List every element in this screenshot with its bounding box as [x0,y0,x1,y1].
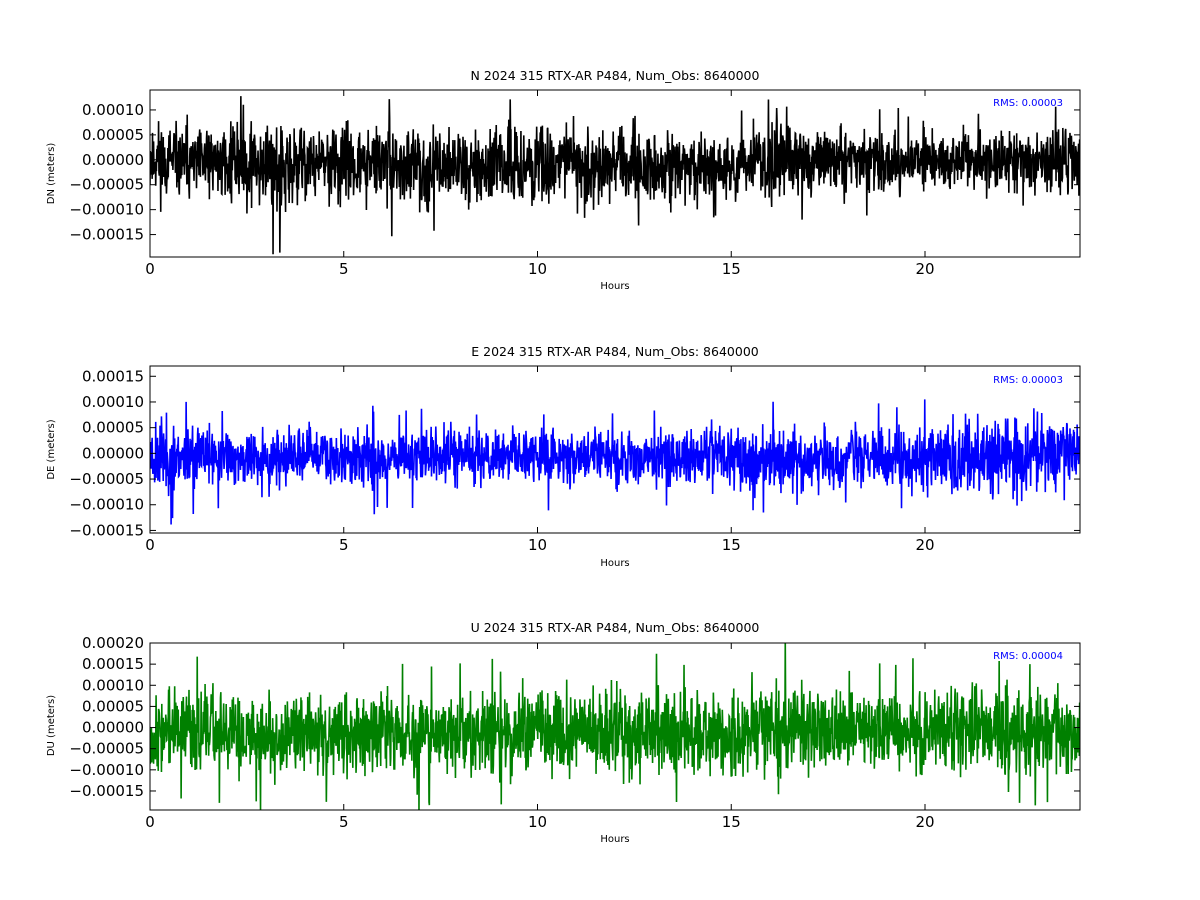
y-axis-label: DU (meters) [46,695,57,756]
series-line [150,643,1080,810]
x-tick-label: 5 [339,536,349,554]
y-tick-label: −0.00010 [69,496,144,514]
y-tick-label: 0.00000 [82,719,144,737]
y-tick-label: 0.00005 [82,419,144,437]
y-tick-label: 0.00005 [82,126,144,144]
x-axis-label: Hours [600,281,629,292]
y-tick-label: −0.00005 [69,740,144,758]
y-tick-label: −0.00010 [69,201,144,219]
y-axis-label: DE (meters) [46,419,57,479]
series-line [150,399,1080,525]
y-tick-label: 0.00005 [82,697,144,715]
x-tick-label: 10 [528,260,547,278]
x-tick-label: 0 [145,536,155,554]
trace-group [150,643,1080,810]
plot-frame [149,365,1081,534]
plot-frame [149,642,1081,811]
rms-label: RMS: 0.00003 [993,98,1063,109]
y-tick-label: −0.00010 [69,761,144,779]
y-tick-label: −0.00015 [69,226,144,244]
plot-frame [149,89,1081,258]
x-ticks: 0 5 10 15 20 [145,643,935,831]
panel-title: U 2024 315 RTX-AR P484, Num_Obs: 8640000 [471,620,760,635]
x-tick-label: 20 [915,813,934,831]
x-ticks: 0 5 10 15 20 [145,90,935,278]
y-tick-label: 0.00015 [82,655,144,673]
y-ticks: −0.00015 −0.00010 −0.00005 0.00000 0.00005 0.… [69,634,1080,800]
x-tick-label: 15 [722,813,741,831]
y-tick-label: −0.00005 [69,470,144,488]
rms-label: RMS: 0.00004 [993,651,1063,662]
x-tick-label: 0 [145,260,155,278]
y-tick-label: 0.00010 [82,101,144,119]
rms-label: RMS: 0.00003 [993,375,1063,386]
y-tick-label: 0.00015 [82,367,144,385]
panel-east: E 2024 315 RTX-AR P484, Num_Obs: 8640000… [46,344,1081,569]
trace-group [150,399,1080,525]
y-tick-label: 0.00000 [82,151,144,169]
x-tick-label: 5 [339,813,349,831]
panel-north: N 2024 315 RTX-AR P484, Num_Obs: 8640000… [46,68,1081,292]
x-tick-label: 10 [528,813,547,831]
trace-group [150,96,1080,255]
x-tick-label: 0 [145,813,155,831]
y-tick-label: −0.00015 [69,521,144,539]
x-ticks: 0 5 10 15 20 [145,366,935,554]
y-ticks: −0.00015 −0.00010 −0.00005 0.00000 0.00005 0.… [69,101,1080,244]
x-tick-label: 5 [339,260,349,278]
x-axis-label: Hours [600,558,629,569]
series-line [150,96,1080,255]
y-tick-label: 0.00010 [82,393,144,411]
panel-title: N 2024 315 RTX-AR P484, Num_Obs: 8640000 [471,68,760,83]
y-ticks: −0.00015 −0.00010 −0.00005 0.00000 0.00005 0.… [69,367,1080,539]
x-tick-label: 20 [915,260,934,278]
x-tick-label: 10 [528,536,547,554]
x-tick-label: 20 [915,536,934,554]
y-axis-label: DN (meters) [46,143,57,205]
x-axis-label: Hours [600,834,629,845]
x-tick-label: 15 [722,536,741,554]
y-tick-label: 0.00010 [82,676,144,694]
y-tick-label: 0.00000 [82,444,144,462]
panel-title: E 2024 315 RTX-AR P484, Num_Obs: 8640000 [471,344,759,359]
y-tick-label: −0.00005 [69,176,144,194]
x-tick-label: 15 [722,260,741,278]
y-tick-label: 0.00020 [82,634,144,652]
panel-up: U 2024 315 RTX-AR P484, Num_Obs: 8640000… [46,620,1081,845]
y-tick-label: −0.00015 [69,782,144,800]
